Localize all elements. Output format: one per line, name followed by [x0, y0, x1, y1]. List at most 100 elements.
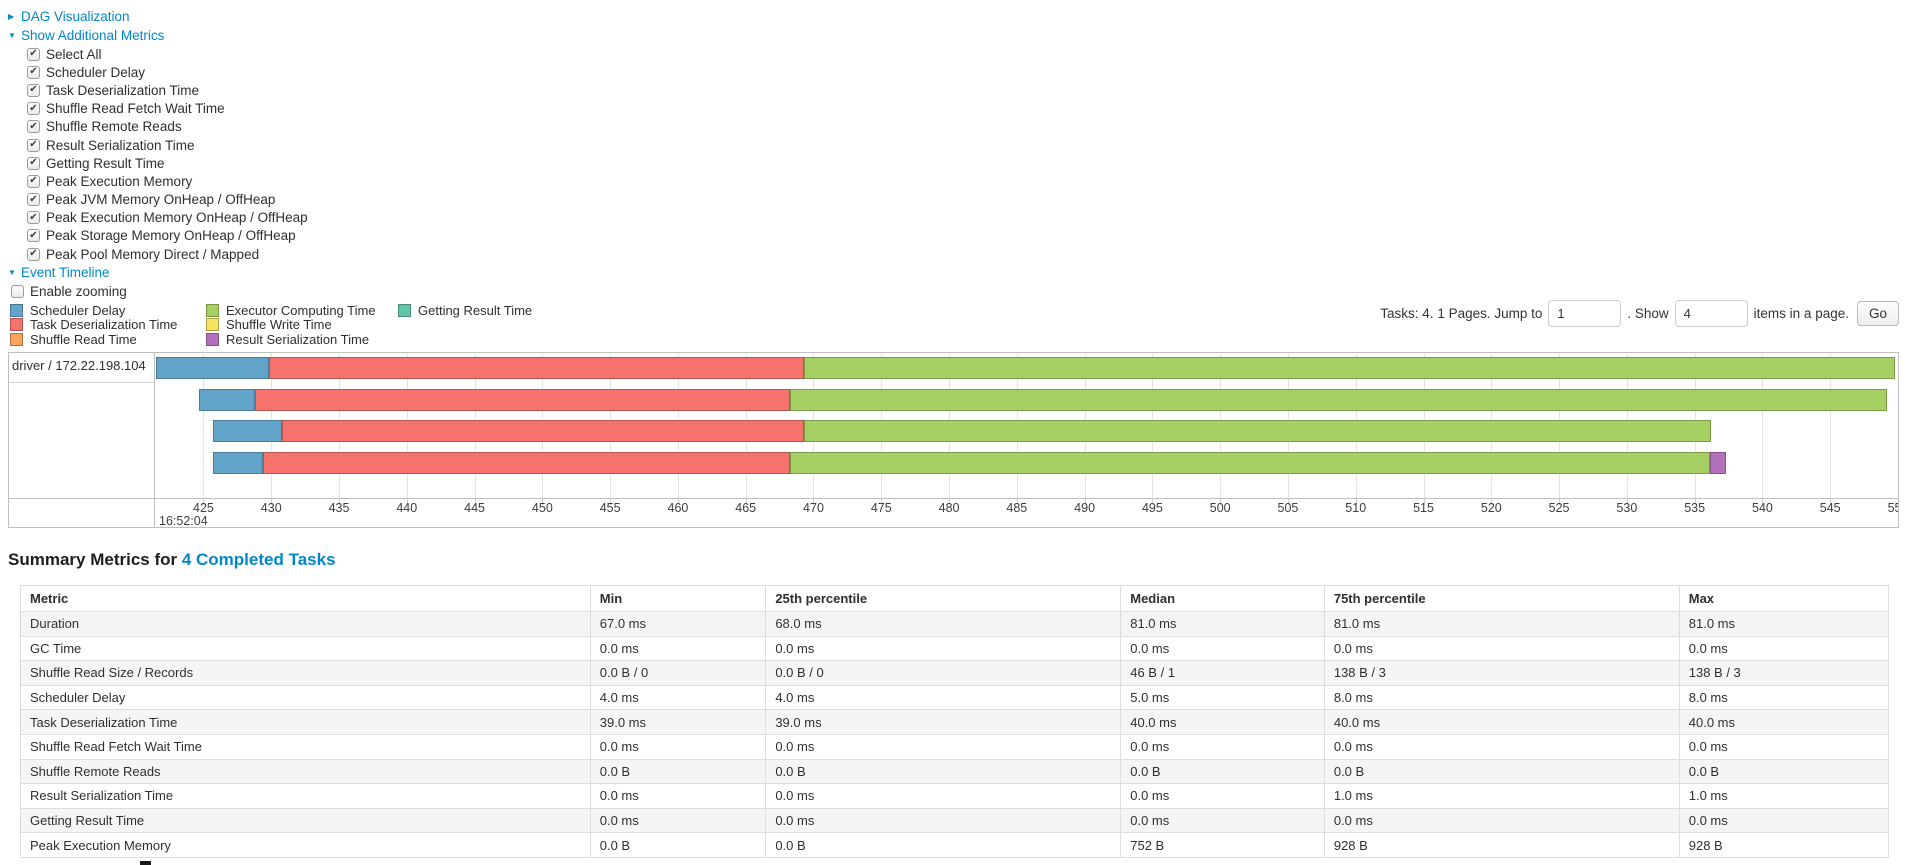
- timeline-tick-label: 425: [193, 501, 214, 515]
- timeline-tick: [1626, 499, 1628, 505]
- metric-name-cell: Result Serialization Time: [20, 783, 591, 809]
- show-label: . Show: [1627, 306, 1669, 321]
- summary-metrics-heading: Summary Metrics for 4 Completed Tasks: [8, 550, 336, 570]
- metric-checkbox-label: Peak Storage Memory OnHeap / OffHeap: [46, 228, 296, 244]
- timeline-tick-label: 550: [1887, 501, 1898, 515]
- compute-segment: [803, 420, 1711, 442]
- dag-visualization-link[interactable]: DAG Visualization: [21, 9, 130, 24]
- metric-value-cell: 39.0 ms: [765, 709, 1122, 735]
- metric-value-cell: 0.0 B: [765, 832, 1122, 858]
- executor-group-label: driver / 172.22.198.104: [9, 353, 154, 383]
- metric-value-cell: 928 B: [1323, 832, 1680, 858]
- metric-value-cell: 0.0 B: [589, 758, 767, 785]
- timeline-tick-label: 505: [1277, 501, 1299, 515]
- legend-label: Getting Result Time: [418, 302, 533, 318]
- timeline-tick-label: 525: [1548, 501, 1570, 515]
- deserialization-segment: [282, 420, 804, 442]
- timeline-tick-label: 470: [803, 501, 824, 515]
- metric-value-cell: 0.0 ms: [589, 783, 767, 809]
- metric-checkbox[interactable]: ✔: [27, 47, 40, 61]
- legend-column: Getting Result Time: [398, 303, 532, 347]
- legend-item: Result Serialization Time: [206, 332, 384, 347]
- metric-checkbox[interactable]: ✔: [27, 193, 40, 207]
- event-timeline-link[interactable]: Event Timeline: [21, 265, 110, 281]
- metric-value-cell: 0.0 ms: [1120, 733, 1325, 760]
- metric-value-cell: 1.0 ms: [1678, 783, 1890, 809]
- timeline-tick: [1220, 499, 1222, 505]
- timeline-axis-line: [9, 498, 1898, 499]
- event-timeline-chart: driver / 172.22.198.104 16:52:04 425 430 4…: [8, 352, 1899, 528]
- metric-checkbox[interactable]: ✔: [27, 138, 40, 152]
- timeline-tick-label: 540: [1751, 501, 1773, 515]
- timeline-tick: [610, 499, 612, 505]
- completed-tasks-link[interactable]: 4 Completed Tasks: [181, 550, 336, 569]
- metric-checkbox[interactable]: ✔: [27, 247, 40, 261]
- timeline-tick-label: 510: [1345, 501, 1367, 515]
- metric-checkbox[interactable]: ✔: [27, 83, 40, 97]
- metric-value-cell: 4.0 ms: [589, 684, 767, 711]
- metric-value-cell: 67.0 ms: [589, 611, 767, 637]
- timeline-tick-label: 445: [464, 501, 485, 515]
- timeline-tick: [542, 499, 544, 505]
- metric-value-cell: 40.0 ms: [1678, 709, 1890, 735]
- metric-checkbox[interactable]: ✔: [27, 156, 40, 170]
- metric-checkbox[interactable]: ✔: [27, 120, 40, 134]
- metric-name-cell: Task Deserialization Time: [20, 709, 591, 735]
- metric-value-cell: 928 B: [1678, 832, 1890, 858]
- timeline-gridline: [1830, 353, 1832, 498]
- metric-checkbox[interactable]: ✔: [27, 65, 40, 79]
- enable-zooming-checkbox[interactable]: [11, 284, 24, 298]
- metric-checkbox[interactable]: ✔: [27, 174, 40, 188]
- go-button[interactable]: Go: [1856, 301, 1899, 326]
- legend-column: Executor Computing Time Shuffle Write Tim…: [206, 303, 384, 347]
- summary-column-header: Metric: [20, 585, 591, 612]
- timeline-tick: [1287, 499, 1289, 505]
- metric-checkbox-list: ✔ Select All ✔ Scheduler Delay ✔ Task Deseria…: [8, 45, 308, 263]
- timeline-tick: [745, 499, 747, 505]
- metric-value-cell: 0.0 ms: [589, 733, 767, 760]
- show-additional-metrics-link[interactable]: Show Additional Metrics: [21, 28, 165, 43]
- metric-value-cell: 0.0 B: [765, 758, 1122, 785]
- show-additional-metrics-toggle[interactable]: ▼ Show Additional Metrics: [8, 26, 308, 45]
- items-per-page-input[interactable]: [1674, 300, 1748, 327]
- deserialization-segment: [268, 357, 804, 379]
- legend-item: Task Deserialization Time: [10, 317, 192, 332]
- dag-visualization-toggle[interactable]: ▶ DAG Visualization: [8, 7, 308, 26]
- jump-to-page-input[interactable]: [1548, 300, 1622, 327]
- event-timeline-toggle[interactable]: ▼ Event Timeline: [8, 263, 308, 282]
- metric-value-cell: 81.0 ms: [1120, 611, 1325, 637]
- metric-value-cell: 0.0 ms: [765, 783, 1122, 809]
- summary-column-header: Median: [1120, 585, 1325, 612]
- legend-item: Executor Computing Time: [206, 303, 384, 318]
- scheduler-segment: [212, 452, 264, 474]
- legend-label: Shuffle Write Time: [226, 317, 332, 333]
- metric-checkbox-label: Peak Pool Memory Direct / Mapped: [46, 246, 260, 262]
- metric-checkbox-label: Task Deserialization Time: [46, 82, 200, 98]
- metric-checkbox-label: Scheduler Delay: [46, 64, 146, 80]
- summary-table-row: Shuffle Read Size / Records 0.0 B / 0 0.0 …: [20, 660, 1890, 686]
- metric-checkbox-label: Shuffle Read Fetch Wait Time: [46, 101, 225, 117]
- metric-name-cell: Shuffle Read Fetch Wait Time: [20, 733, 591, 760]
- timeline-gridline: [1762, 353, 1764, 498]
- result-serialization-segment: [1709, 452, 1726, 474]
- metric-value-cell: 138 B / 3: [1678, 660, 1890, 686]
- timeline-tick-label: 440: [396, 501, 418, 515]
- metric-value-cell: 0.0 B / 0: [765, 660, 1122, 686]
- top-panel: ▶ DAG Visualization ▼ Show Additional Me…: [8, 7, 308, 300]
- summary-column-header: Min: [589, 585, 767, 612]
- metric-checkbox[interactable]: ✔: [27, 211, 40, 225]
- metric-value-cell: 0.0 B / 0: [589, 660, 767, 686]
- metric-checkbox-label: Peak JVM Memory OnHeap / OffHeap: [46, 192, 276, 208]
- metric-value-cell: 81.0 ms: [1323, 611, 1680, 637]
- next-section-heading-partial: [140, 861, 151, 865]
- timeline-tick: [1016, 499, 1018, 505]
- timeline-tick: [677, 499, 679, 505]
- metric-value-cell: 40.0 ms: [1120, 709, 1325, 735]
- timeline-tick: [1830, 499, 1832, 505]
- legend-column: Scheduler Delay Task Deserialization Time…: [10, 303, 192, 347]
- legend-label: Executor Computing Time: [226, 302, 376, 318]
- metric-checkbox[interactable]: ✔: [27, 229, 40, 243]
- summary-table-row: Shuffle Remote Reads 0.0 B 0.0 B 0.0 B 0.0 B…: [20, 758, 1890, 785]
- metric-checkbox[interactable]: ✔: [27, 102, 40, 116]
- metric-value-cell: 5.0 ms: [1120, 684, 1325, 711]
